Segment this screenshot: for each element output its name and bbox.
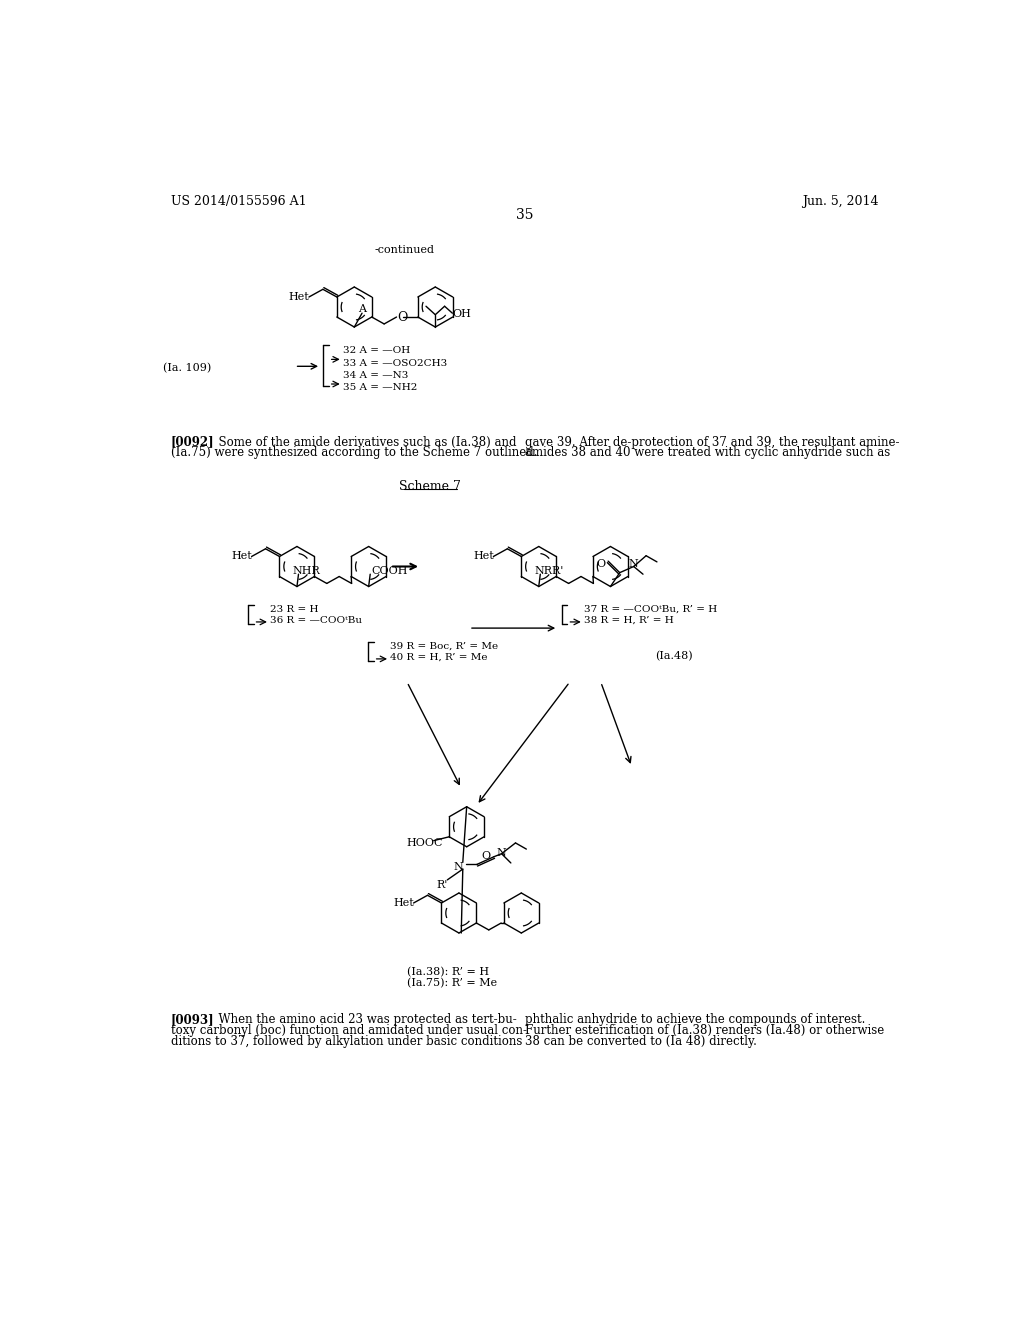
Text: 39 R = Boc, R’ = Me: 39 R = Boc, R’ = Me xyxy=(390,642,498,651)
Text: 38 can be converted to (Ia 48) directly.: 38 can be converted to (Ia 48) directly. xyxy=(524,1035,757,1048)
Text: gave 39. After de-protection of 37 and 39, the resultant amine-: gave 39. After de-protection of 37 and 3… xyxy=(524,436,899,449)
Text: Jun. 5, 2014: Jun. 5, 2014 xyxy=(803,195,879,209)
Text: (Ia. 109): (Ia. 109) xyxy=(163,363,211,374)
Text: OH: OH xyxy=(453,309,471,318)
Text: 34 A = —N3: 34 A = —N3 xyxy=(343,371,408,380)
Text: COOH: COOH xyxy=(372,566,409,577)
Text: ditions to 37, followed by alkylation under basic conditions: ditions to 37, followed by alkylation un… xyxy=(171,1035,522,1048)
Text: 32 A = —OH: 32 A = —OH xyxy=(343,346,410,355)
Text: [0092]: [0092] xyxy=(171,436,214,449)
Text: NHR: NHR xyxy=(292,566,321,577)
Text: US 2014/0155596 A1: US 2014/0155596 A1 xyxy=(171,195,306,209)
Text: O: O xyxy=(481,850,490,861)
Text: amides 38 and 40 were treated with cyclic anhydride such as: amides 38 and 40 were treated with cycli… xyxy=(524,446,890,459)
Text: N: N xyxy=(454,862,463,873)
Text: (Ia.38): R’ = H: (Ia.38): R’ = H xyxy=(407,966,489,977)
Text: Het: Het xyxy=(393,898,414,908)
Text: 35: 35 xyxy=(516,209,534,223)
Text: N: N xyxy=(629,558,639,569)
Text: -continued: -continued xyxy=(375,244,434,255)
Text: HOOC: HOOC xyxy=(407,838,443,849)
Text: NRR': NRR' xyxy=(535,566,563,577)
Text: 37 R = —COOᵗBu, R’ = H: 37 R = —COOᵗBu, R’ = H xyxy=(584,605,717,614)
Text: When the amino acid 23 was protected as tert-bu-: When the amino acid 23 was protected as … xyxy=(211,1014,517,1026)
Text: Het: Het xyxy=(473,552,494,561)
Text: 36 R = —COOᵗBu: 36 R = —COOᵗBu xyxy=(270,615,361,624)
Text: Het: Het xyxy=(231,552,252,561)
Text: 40 R = H, R’ = Me: 40 R = H, R’ = Me xyxy=(390,653,487,661)
Text: Het: Het xyxy=(289,292,309,301)
Text: 23 R = H: 23 R = H xyxy=(270,605,318,614)
Text: (Ia.48): (Ia.48) xyxy=(655,651,692,661)
Text: (Ia.75) were synthesized according to the Scheme 7 outlined.: (Ia.75) were synthesized according to th… xyxy=(171,446,538,459)
Text: A: A xyxy=(358,304,366,314)
Text: phthalic anhydride to achieve the compounds of interest.: phthalic anhydride to achieve the compou… xyxy=(524,1014,865,1026)
Text: Scheme 7: Scheme 7 xyxy=(399,480,461,494)
Text: O: O xyxy=(397,312,408,323)
Text: Some of the amide derivatives such as (Ia.38) and: Some of the amide derivatives such as (I… xyxy=(211,436,516,449)
Text: R': R' xyxy=(436,880,447,890)
Text: 33 A = —OSO2CH3: 33 A = —OSO2CH3 xyxy=(343,359,446,367)
Text: 38 R = H, R’ = H: 38 R = H, R’ = H xyxy=(584,615,674,624)
Text: (Ia.75): R’ = Me: (Ia.75): R’ = Me xyxy=(407,978,497,987)
Text: [0093]: [0093] xyxy=(171,1014,214,1026)
Text: 35 A = —NH2: 35 A = —NH2 xyxy=(343,383,417,392)
Text: toxy carbonyl (boc) function and amidated under usual con-: toxy carbonyl (boc) function and amidate… xyxy=(171,1024,526,1038)
Text: O: O xyxy=(597,558,606,569)
Text: Further esterification of (Ia.38) renders (Ia.48) or otherwise: Further esterification of (Ia.38) render… xyxy=(524,1024,884,1038)
Text: N: N xyxy=(497,847,507,858)
